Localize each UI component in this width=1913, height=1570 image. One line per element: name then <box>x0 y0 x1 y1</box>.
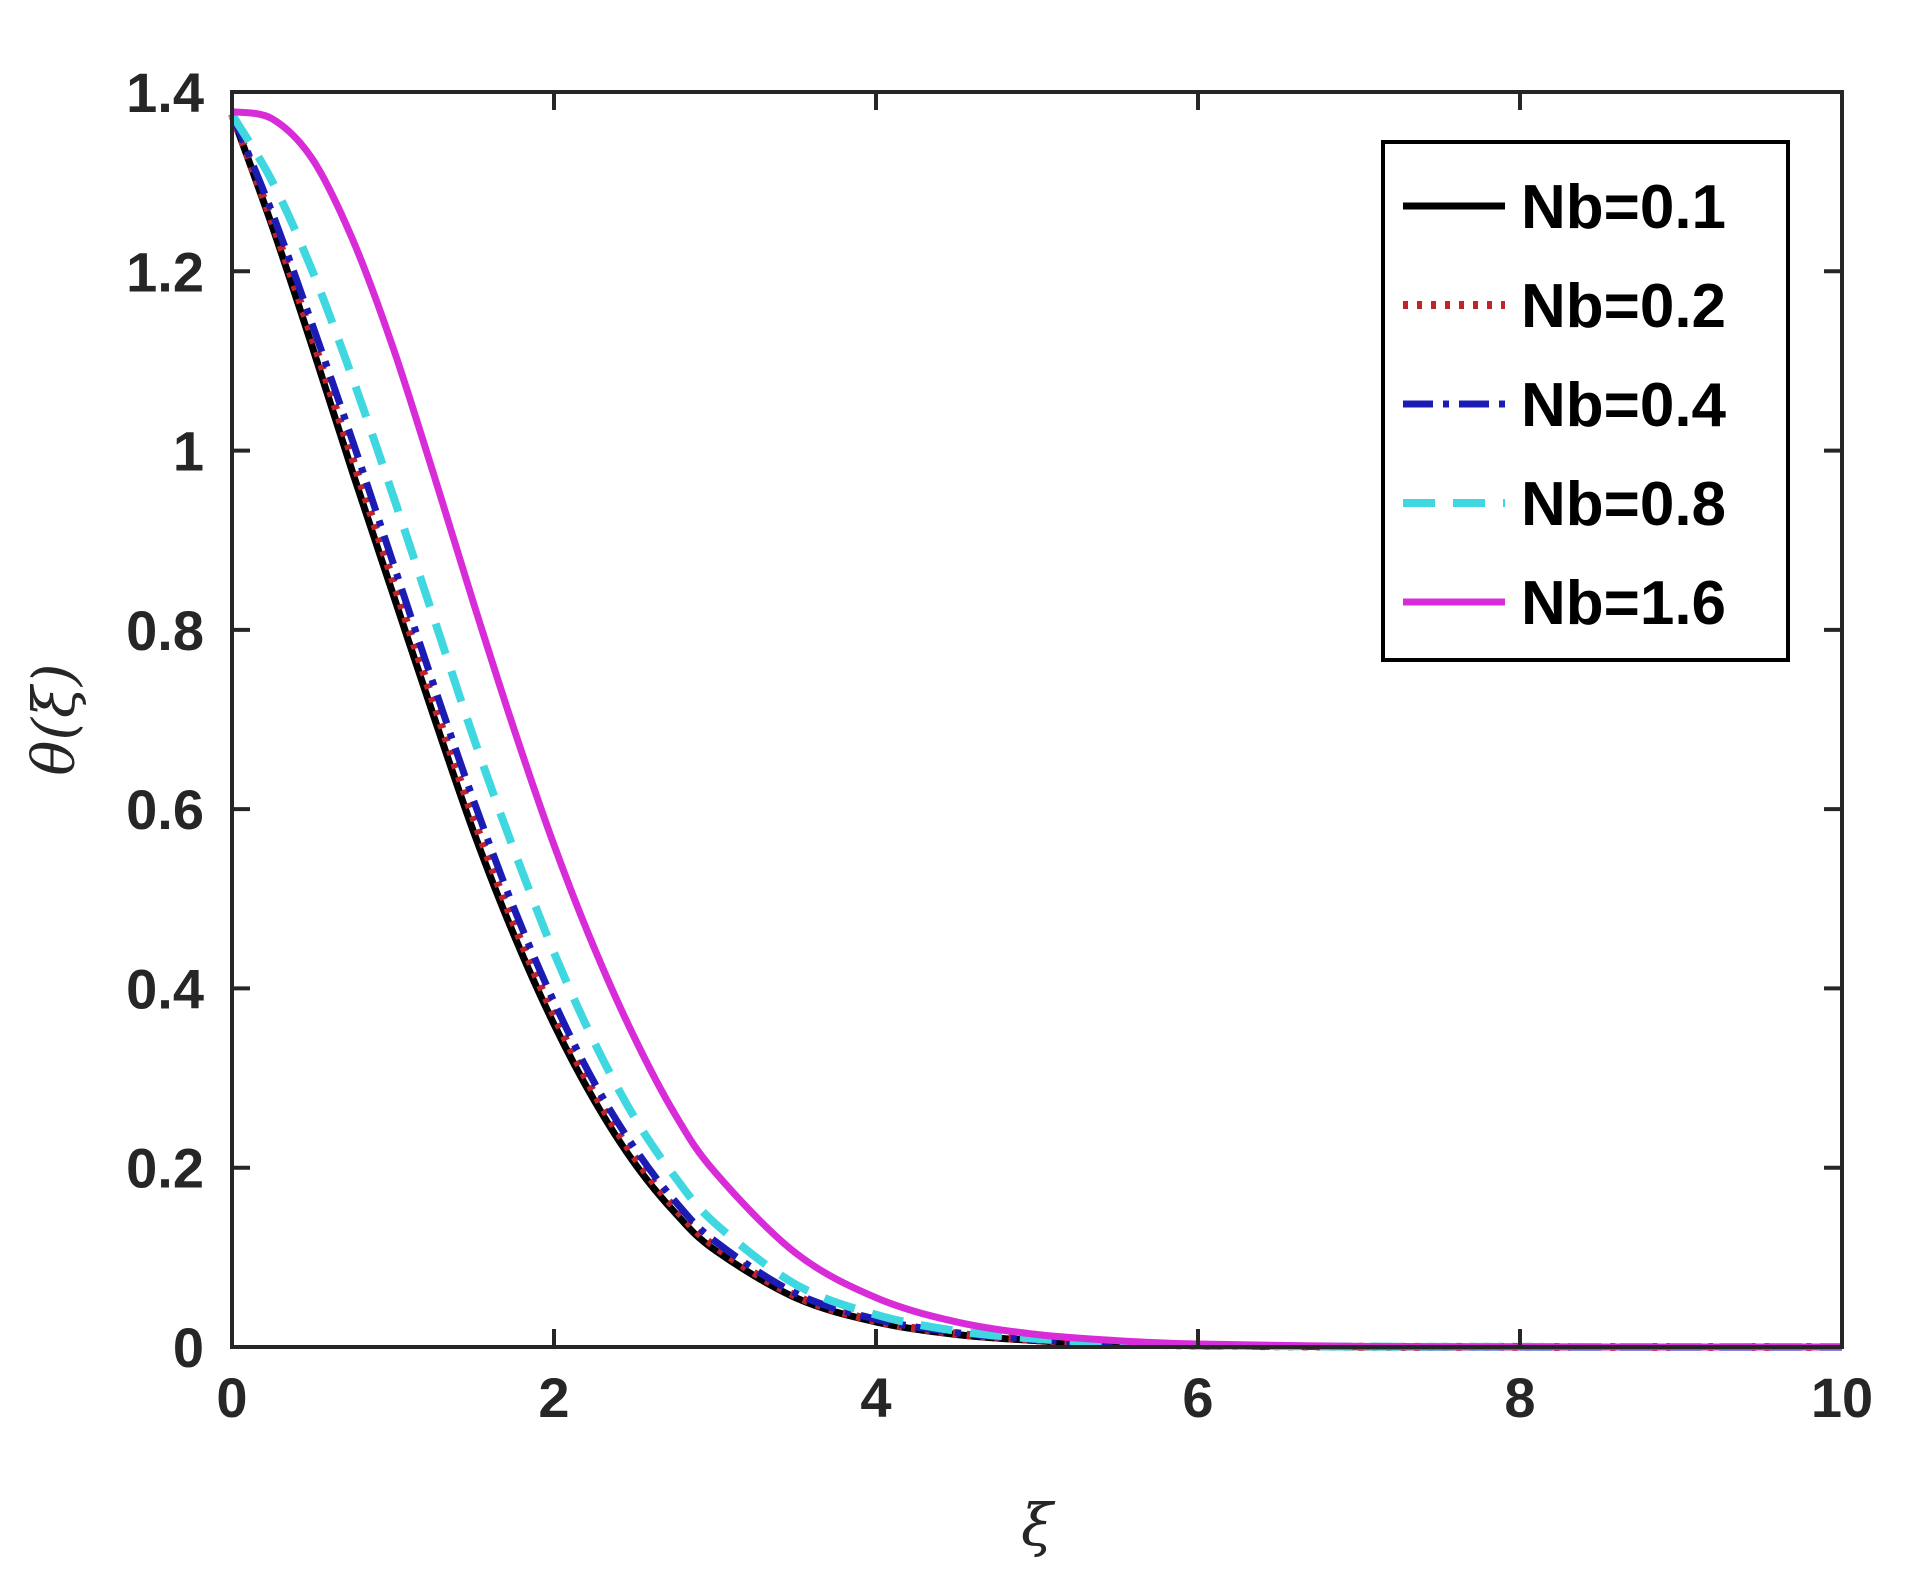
y-tick-label: 0.2 <box>126 1137 204 1200</box>
y-tick-label: 0.4 <box>126 957 204 1020</box>
y-tick-label: 0.8 <box>126 599 204 662</box>
y-tick-label: 1.4 <box>126 61 204 124</box>
legend-label-2: Nb=0.2 <box>1521 272 1726 341</box>
legend: Nb=0.1 Nb=0.2 Nb=0.4 Nb=0.8 Nb=1.6 <box>1381 140 1790 662</box>
x-tick-label: 4 <box>860 1366 891 1429</box>
x-tick-label: 8 <box>1504 1366 1535 1429</box>
y-tick-label: 0 <box>173 1316 204 1379</box>
y-tick-label: 1 <box>173 420 204 483</box>
y-axis-label: θ(ξ) <box>20 663 88 775</box>
axes-frame <box>230 90 1844 1349</box>
legend-label-4: Nb=0.8 <box>1521 470 1726 539</box>
y-tick-label: 1.2 <box>126 240 204 303</box>
legend-label-1: Nb=0.1 <box>1521 173 1726 242</box>
legend-label-5: Nb=1.6 <box>1521 569 1726 638</box>
legend-label-3: Nb=0.4 <box>1521 371 1727 440</box>
x-axis-label: ξ <box>1021 1491 1056 1559</box>
ticks-layer: 0 2 4 6 8 10 0 0.2 0.4 0.6 0.8 1 1.2 1.4 <box>126 61 1873 1429</box>
series-line-4 <box>228 112 1842 1352</box>
legend-box <box>1381 140 1790 662</box>
x-tick-label: 10 <box>1811 1366 1873 1429</box>
x-tick-label: 2 <box>538 1366 569 1429</box>
x-tick-label: 0 <box>216 1366 247 1429</box>
x-tick-label: 6 <box>1182 1366 1213 1429</box>
y-tick-label: 0.6 <box>126 778 204 841</box>
